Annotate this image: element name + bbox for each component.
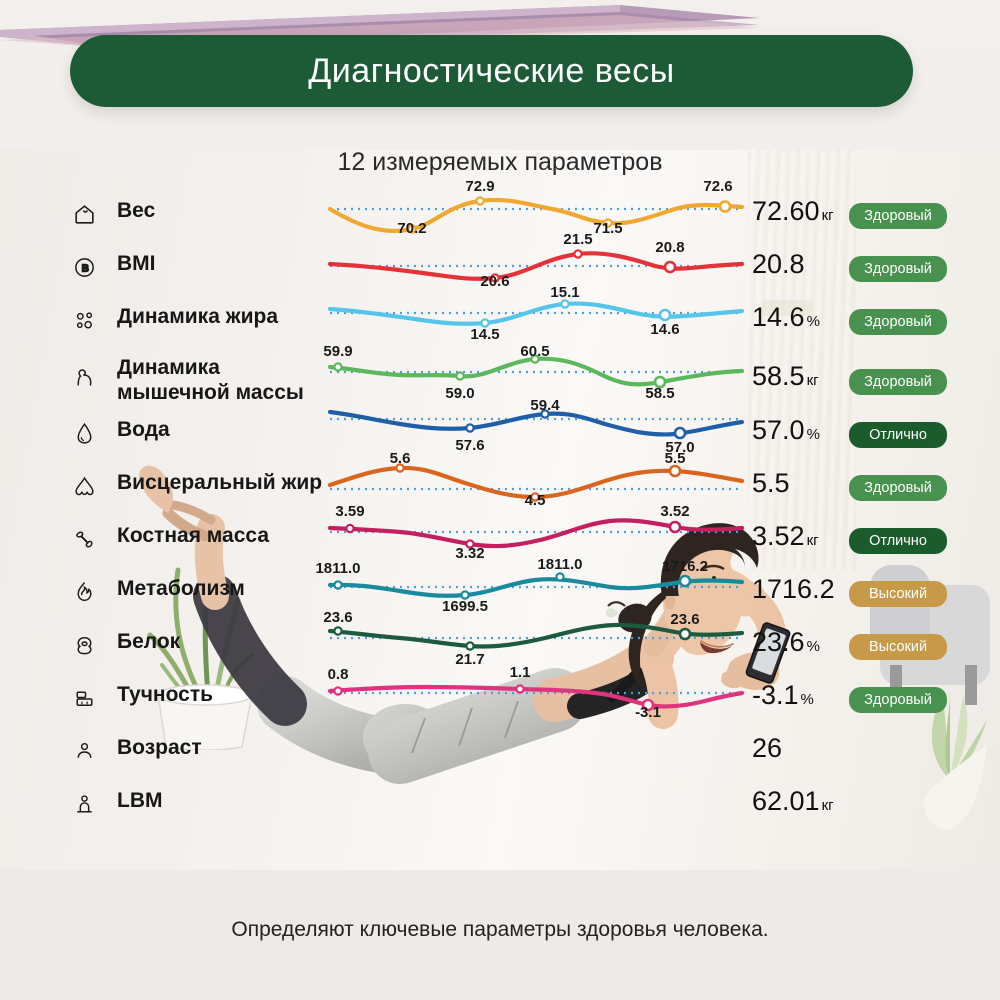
svg-text:3.32: 3.32 (455, 545, 484, 562)
svg-text:0.8: 0.8 (328, 666, 349, 683)
svg-text:20.8: 20.8 (655, 239, 684, 256)
svg-text:58.5: 58.5 (645, 385, 674, 402)
svg-text:1699.5: 1699.5 (442, 598, 488, 615)
svg-text:3.59: 3.59 (335, 503, 364, 520)
svg-text:59.0: 59.0 (445, 385, 474, 402)
svg-text:14.5: 14.5 (470, 326, 499, 343)
svg-text:72.6: 72.6 (703, 178, 732, 195)
svg-text:60.5: 60.5 (520, 343, 549, 360)
svg-text:72.9: 72.9 (465, 178, 494, 195)
svg-text:21.5: 21.5 (563, 231, 592, 248)
svg-text:5.5: 5.5 (665, 450, 686, 467)
svg-text:21.7: 21.7 (455, 651, 484, 668)
svg-text:15.1: 15.1 (550, 284, 579, 301)
svg-text:20.6: 20.6 (480, 273, 509, 290)
svg-text:3.52: 3.52 (660, 503, 689, 520)
svg-text:B: B (82, 264, 89, 275)
svg-text:14.6: 14.6 (650, 321, 679, 338)
svg-text:5.6: 5.6 (390, 450, 411, 467)
svg-text:23.6: 23.6 (323, 609, 352, 626)
svg-text:1.1: 1.1 (510, 664, 531, 681)
svg-text:4.5: 4.5 (525, 492, 546, 509)
svg-text:1811.0: 1811.0 (537, 556, 582, 573)
svg-text:71.5: 71.5 (593, 220, 622, 237)
svg-text:23.6: 23.6 (670, 611, 699, 628)
svg-text:57.6: 57.6 (455, 437, 484, 454)
svg-text:59.4: 59.4 (530, 397, 560, 414)
svg-text:59.9: 59.9 (323, 343, 352, 360)
svg-text:1716.2: 1716.2 (662, 558, 708, 575)
svg-text:1811.0: 1811.0 (315, 560, 360, 577)
svg-text:-3.1: -3.1 (635, 704, 661, 721)
svg-text:70.2: 70.2 (397, 220, 426, 237)
